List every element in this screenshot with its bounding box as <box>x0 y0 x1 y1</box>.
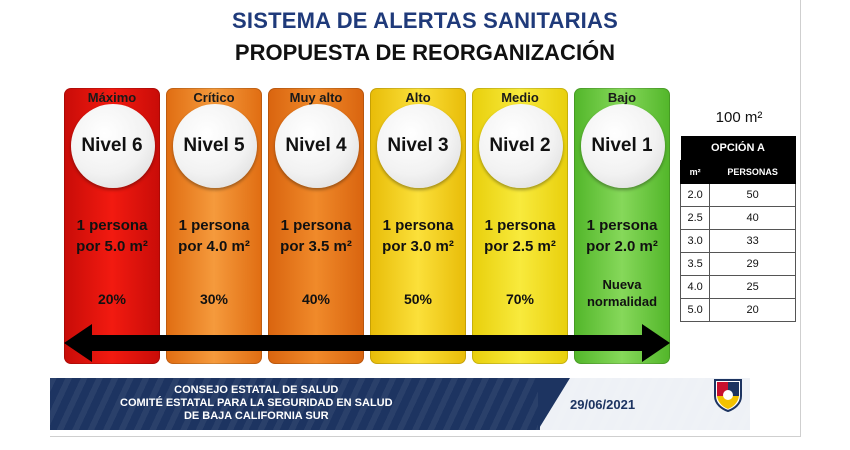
capacity-note-line2: normalidad <box>586 294 658 309</box>
table-row: 4.0 25 <box>679 275 796 299</box>
risk-label: Alto <box>405 90 431 105</box>
footer-diagonal <box>538 378 570 430</box>
table-row: 3.0 33 <box>679 229 796 253</box>
risk-label: Máximo <box>87 90 137 105</box>
level-label: Nivel 3 <box>387 135 449 156</box>
capacity-line2: por 3.0 m² <box>382 238 454 255</box>
risk-label: Muy alto <box>289 90 343 105</box>
capacity-line2: por 3.5 m² <box>280 238 352 255</box>
capacity-line1: 1 persona <box>586 217 658 234</box>
table-cell: 40 <box>709 206 796 230</box>
level-label: Nivel 1 <box>591 135 653 156</box>
level-column-1: Bajo Nivel 1 1 persona por 2.0 m² Nueva … <box>574 88 670 364</box>
table-row: 2.5 40 <box>679 206 796 230</box>
table-cell: 4.0 <box>679 275 711 299</box>
capacity-line2: por 5.0 m² <box>76 238 148 255</box>
area-label: 100 m² <box>715 109 763 126</box>
page-title: SISTEMA DE ALERTAS SANITARIAS <box>232 8 618 33</box>
capacity-percent: 70% <box>505 291 535 307</box>
level-column-4: Muy alto Nivel 4 1 persona por 3.5 m² 40… <box>268 88 364 364</box>
option-table-title: OPCIÓN A <box>680 136 796 161</box>
table-cell: 3.5 <box>679 252 711 276</box>
capacity-percent: 20% <box>97 291 127 307</box>
column-header-personas: PERSONAS <box>709 160 796 184</box>
table-cell: 5.0 <box>679 298 711 322</box>
capacity-line1: 1 persona <box>76 217 148 234</box>
shield-logo-icon <box>714 379 742 412</box>
footer-line2: COMITÉ ESTATAL PARA LA SEGURIDAD EN SALU… <box>120 397 393 409</box>
column-header-m2: m² <box>679 160 711 184</box>
capacity-line1: 1 persona <box>178 217 250 234</box>
capacity-line1: 1 persona <box>382 217 454 234</box>
table-cell: 33 <box>709 229 796 253</box>
table-row: 3.5 29 <box>679 252 796 276</box>
capacity-percent: 40% <box>301 291 331 307</box>
capacity-line2: por 2.0 m² <box>586 238 658 255</box>
table-cell: 50 <box>709 183 796 207</box>
level-label: Nivel 5 <box>183 135 245 156</box>
level-circle <box>275 104 359 188</box>
option-table: OPCIÓN A m² PERSONAS 2.0 50 2.5 40 3.0 33 3… <box>679 136 796 322</box>
capacity-line1: 1 persona <box>280 217 352 234</box>
capacity-note-line1: Nueva <box>602 277 642 292</box>
capacity-line1: 1 persona <box>484 217 556 234</box>
level-circle <box>479 104 563 188</box>
double-arrow-icon <box>64 324 670 362</box>
table-row: 5.0 20 <box>679 298 796 322</box>
table-cell: 29 <box>709 252 796 276</box>
footer-pattern <box>50 378 750 430</box>
footer-banner: CONSEJO ESTATAL DE SALUD COMITÉ ESTATAL … <box>50 378 750 430</box>
table-cell: 20 <box>709 298 796 322</box>
level-column-3: Alto Nivel 3 1 persona por 3.0 m² 50% <box>370 88 466 364</box>
capacity-note: Nueva normalidad <box>574 276 670 310</box>
table-cell: 25 <box>709 275 796 299</box>
level-circle <box>71 104 155 188</box>
level-label: Nivel 2 <box>489 135 551 156</box>
footer-line1: CONSEJO ESTATAL DE SALUD <box>174 384 339 396</box>
risk-label: Medio <box>501 90 539 105</box>
footer-line3: DE BAJA CALIFORNIA SUR <box>183 410 329 422</box>
capacity-percent: 30% <box>199 291 229 307</box>
risk-label: Crítico <box>193 90 235 105</box>
capacity-line2: por 4.0 m² <box>178 238 250 255</box>
footer-date: 29/06/2021 <box>570 397 636 412</box>
level-circle <box>581 104 665 188</box>
level-column-6: Máximo Nivel 6 1 persona por 5.0 m² 20% <box>64 88 160 364</box>
table-row: 2.0 50 <box>679 183 796 207</box>
risk-label: Bajo <box>607 90 637 105</box>
level-circle <box>173 104 257 188</box>
table-cell: 3.0 <box>679 229 711 253</box>
level-column-5: Crítico Nivel 5 1 persona por 4.0 m² 30% <box>166 88 262 364</box>
capacity-percent: 50% <box>403 291 433 307</box>
level-circle <box>377 104 461 188</box>
table-cell: 2.5 <box>679 206 711 230</box>
footer-institution: CONSEJO ESTATAL DE SALUD COMITÉ ESTATAL … <box>120 384 393 423</box>
capacity-line2: por 2.5 m² <box>484 238 556 255</box>
page-subtitle: PROPUESTA DE REORGANIZACIÓN <box>234 40 616 65</box>
level-label: Nivel 6 <box>81 135 143 156</box>
table-cell: 2.0 <box>679 183 711 207</box>
level-label: Nivel 4 <box>285 135 347 156</box>
level-column-2: Medio Nivel 2 1 persona por 2.5 m² 70% <box>472 88 568 364</box>
